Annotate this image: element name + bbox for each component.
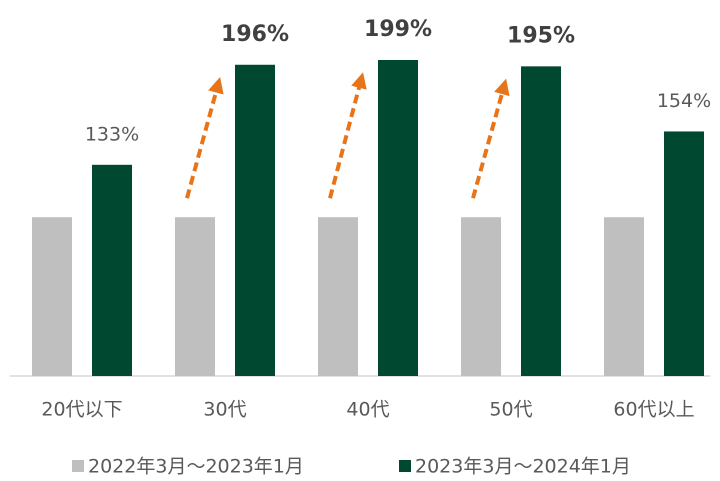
x-tick-label: 50代: [489, 399, 532, 421]
data-label: 195%: [507, 23, 575, 48]
data-label: 154%: [657, 90, 711, 112]
legend-label: 2022年3月～2023年1月: [88, 456, 304, 478]
bar: [378, 60, 418, 376]
bar: [521, 66, 561, 377]
bar: [92, 164, 132, 376]
x-tick-label: 60代以上: [613, 399, 694, 421]
bar: [235, 64, 275, 376]
bar: [664, 131, 704, 376]
legend-label: 2023年3月～2024年1月: [415, 456, 631, 478]
trend-arrow: [471, 78, 510, 199]
x-tick-label: 30代: [203, 399, 246, 421]
bar: [461, 217, 501, 376]
trend-arrow: [328, 72, 367, 199]
bar: [604, 217, 644, 376]
trend-arrow: [185, 77, 224, 199]
x-tick-label: 40代: [346, 399, 389, 421]
legend-swatch: [72, 460, 84, 472]
data-label: 199%: [364, 17, 432, 42]
bar: [318, 217, 358, 376]
bar: [175, 217, 215, 376]
x-tick-label: 20代以下: [41, 399, 122, 421]
data-label: 133%: [85, 123, 139, 145]
bar: [32, 217, 72, 376]
legend-swatch: [399, 460, 411, 472]
data-label: 196%: [221, 22, 289, 47]
